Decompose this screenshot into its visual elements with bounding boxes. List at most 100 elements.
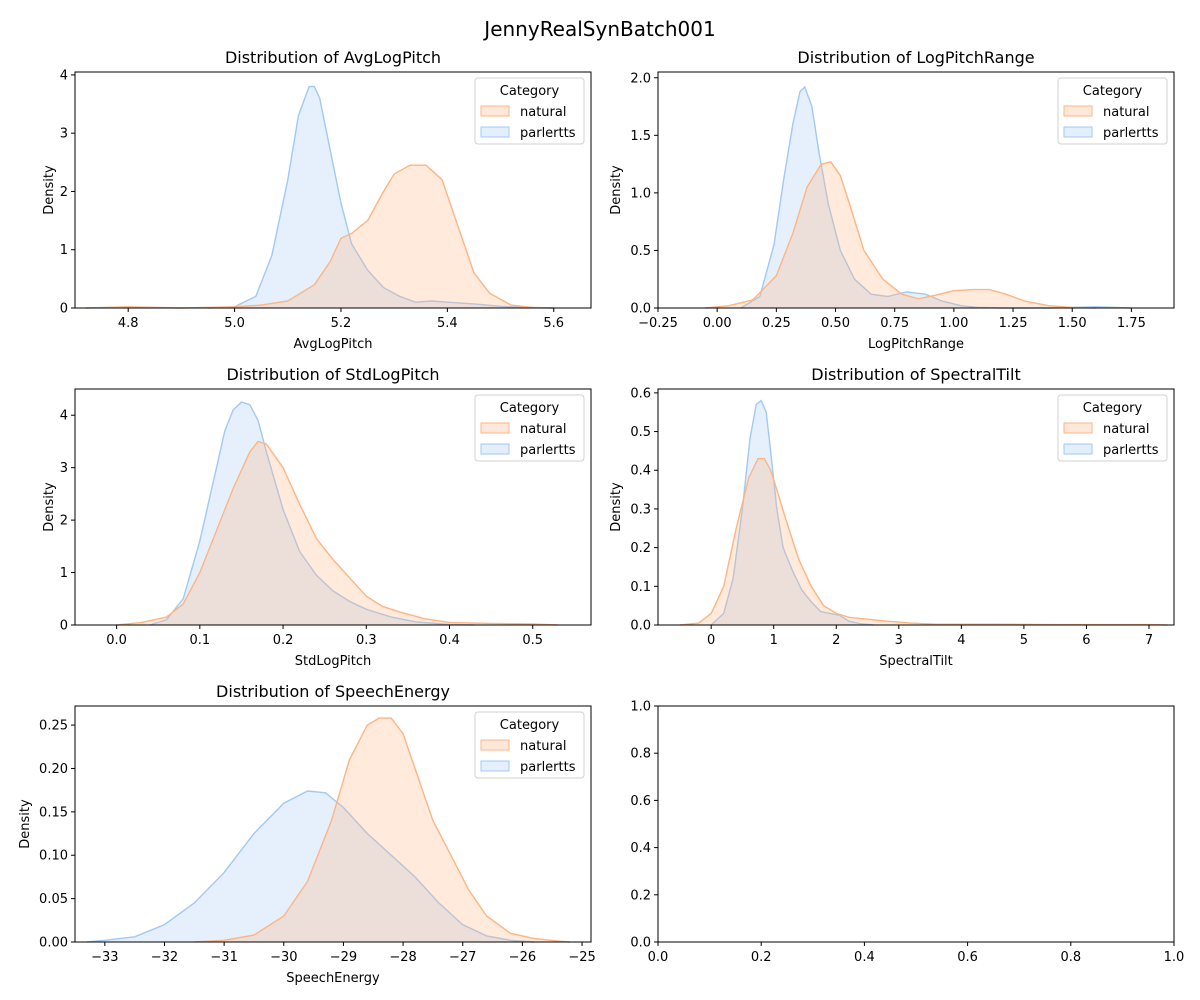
y-tick-label: 0.4 <box>630 464 651 479</box>
y-tick-label: 0 <box>60 302 68 317</box>
y-tick-label: 1.0 <box>630 700 651 715</box>
y-axis-label: Density <box>18 799 33 849</box>
y-axis-label: Density <box>609 165 624 215</box>
y-tick-label: 0.25 <box>39 719 68 734</box>
x-axis-label: AvgLogPitch <box>294 337 373 352</box>
x-tick-label: 6 <box>1082 633 1090 648</box>
series-line-natural <box>85 164 554 309</box>
legend-title: Category <box>500 718 560 733</box>
x-tick-label: 0.4 <box>439 633 460 648</box>
x-tick-label: 0.75 <box>880 316 909 331</box>
panels: 4.8 5.0 5.2 5.4 5.6 0 1 2 3 4 Distribution of AvgL… <box>18 48 1184 986</box>
legend-label-parlertts: parlertts <box>1103 443 1159 458</box>
y-axis-label: Density <box>42 165 57 215</box>
legend-label-natural: natural <box>520 739 566 754</box>
y-tick-label: 2.0 <box>630 71 651 86</box>
y-tick-label: 0.6 <box>630 794 651 809</box>
y-tick-label: 2 <box>60 514 68 529</box>
x-tick-label: 5.2 <box>331 316 352 331</box>
series-area-natural <box>705 161 1096 308</box>
x-tick-label: 1.25 <box>999 316 1028 331</box>
y-tick-label: 1.0 <box>630 186 651 201</box>
series-line-natural <box>679 457 1168 626</box>
legend: Category natural parlertts <box>474 77 585 145</box>
x-tick-label: 1.75 <box>1117 316 1146 331</box>
y-tick-label: 3 <box>60 461 68 476</box>
x-tick-label: 0.25 <box>762 316 791 331</box>
y-tick-label: 1 <box>60 566 68 581</box>
legend-title: Category <box>500 401 560 416</box>
series-line-natural <box>194 717 571 943</box>
x-axis-label: SpeechEnergy <box>286 971 380 986</box>
y-tick-label: 4 <box>60 409 68 424</box>
x-tick-label: 1.00 <box>939 316 968 331</box>
series-line-natural <box>116 440 558 626</box>
legend-swatch-parlertts <box>1063 443 1093 455</box>
y-tick-label: 0.5 <box>630 244 651 259</box>
y-tick-label: 0.3 <box>630 502 651 517</box>
legend-label-parlertts: parlertts <box>1103 126 1159 141</box>
x-tick-label: 1 <box>770 633 778 648</box>
x-tick-label: −32 <box>151 950 178 965</box>
axes-frame <box>657 71 1175 309</box>
x-tick-label: 0 <box>707 633 715 648</box>
x-tick-label: −31 <box>210 950 237 965</box>
series-area-parlertts <box>740 87 1132 308</box>
legend-title: Category <box>1083 84 1143 99</box>
x-tick-label: 0.3 <box>356 633 377 648</box>
series-area-natural <box>85 165 554 308</box>
y-tick-label: 0.6 <box>630 386 651 401</box>
legend-label-natural: natural <box>520 422 566 437</box>
x-tick-label: 0.0 <box>648 950 669 965</box>
panel-3: 0.0 0.1 0.2 0.3 0.4 0.5 0 1 2 3 4 Distribution of S… <box>42 365 592 669</box>
panel-6: 0.0 0.2 0.4 0.6 0.8 1.0 0.0 0.2 0.4 0.6 0.8 1.0 <box>630 700 1184 966</box>
panel-title: Distribution of AvgLogPitch <box>225 48 441 67</box>
series-area-parlertts <box>86 791 535 942</box>
x-axis-label: StdLogPitch <box>295 654 371 669</box>
x-tick-label: 0.00 <box>703 316 732 331</box>
figure-title: JennyRealSynBatch001 <box>482 17 715 41</box>
panel-2: −0.25 0.00 0.25 0.50 0.75 1.00 1.25 1.50 1.75 0.0… <box>609 48 1175 352</box>
legend: Category natural parlertts <box>474 711 585 779</box>
legend-swatch-natural <box>1063 422 1093 434</box>
x-tick-label: 4.8 <box>118 316 139 331</box>
series-area-natural <box>194 718 571 942</box>
x-tick-label: −30 <box>270 950 297 965</box>
legend-label-parlertts: parlertts <box>520 126 576 141</box>
y-tick-label: 0.8 <box>630 747 651 762</box>
legend-label-natural: natural <box>1103 105 1149 120</box>
legend: Category natural parlertts <box>1057 77 1168 145</box>
axes-frame <box>74 705 592 943</box>
legend-swatch-natural <box>480 739 510 751</box>
x-tick-label: 7 <box>1145 633 1153 648</box>
x-tick-label: 0.2 <box>273 633 294 648</box>
y-axis-label: Density <box>609 482 624 532</box>
legend-label-parlertts: parlertts <box>520 760 576 775</box>
x-tick-label: 0.5 <box>522 633 543 648</box>
panel-4: 0 1 2 3 4 5 6 7 0.0 0.1 0.2 0.3 0.4 0.5 0.6 Distributio… <box>609 365 1175 669</box>
series-area-parlertts <box>711 400 874 625</box>
legend-label-natural: natural <box>520 105 566 120</box>
x-tick-label: 1.0 <box>1164 950 1185 965</box>
x-tick-label: 0.4 <box>854 950 875 965</box>
legend-swatch-natural <box>480 422 510 434</box>
x-tick-label: 5.4 <box>437 316 458 331</box>
panel-title: Distribution of SpectralTilt <box>811 365 1020 384</box>
y-tick-label: 0.05 <box>39 892 68 907</box>
x-tick-label: 1.50 <box>1058 316 1087 331</box>
series-line-parlertts <box>86 790 535 943</box>
x-tick-label: −29 <box>330 950 357 965</box>
y-tick-label: 0.0 <box>630 936 651 951</box>
legend-swatch-natural <box>480 105 510 117</box>
series-line-natural <box>705 161 1096 309</box>
x-tick-label: 5 <box>1020 633 1028 648</box>
x-tick-label: −0.25 <box>638 316 678 331</box>
x-tick-label: 0.0 <box>106 633 127 648</box>
axes-frame <box>657 705 1175 943</box>
panel-1: 4.8 5.0 5.2 5.4 5.6 0 1 2 3 4 Distribution of AvgL… <box>42 48 592 352</box>
series-line-parlertts <box>207 85 554 309</box>
legend-label-natural: natural <box>1103 422 1149 437</box>
y-tick-label: 3 <box>60 127 68 142</box>
y-tick-label: 0.5 <box>630 425 651 440</box>
